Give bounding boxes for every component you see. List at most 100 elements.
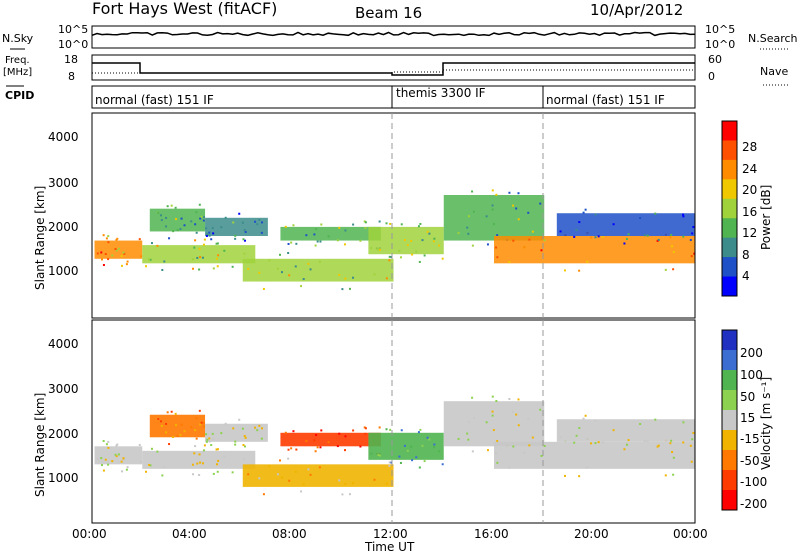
velocity-speckle bbox=[508, 466, 511, 469]
velocity-speckle bbox=[231, 471, 234, 474]
velocity-speckle bbox=[399, 461, 402, 464]
velocity-speckle bbox=[195, 417, 198, 420]
power-speckle bbox=[669, 236, 672, 239]
velocity-speckle bbox=[243, 445, 246, 448]
power-speckle bbox=[428, 232, 431, 235]
velocity-speckle bbox=[175, 424, 178, 427]
velocity-speckle bbox=[168, 443, 171, 446]
power-speckle bbox=[295, 242, 298, 245]
velocity-speckle bbox=[202, 422, 205, 425]
colorbar-segment bbox=[722, 490, 737, 511]
power-speckle bbox=[406, 244, 409, 247]
power-speckle bbox=[224, 216, 227, 219]
power-speckle bbox=[508, 261, 511, 264]
power-echo-cell bbox=[443, 195, 545, 241]
power-speckle bbox=[352, 223, 355, 226]
velocity-speckle bbox=[682, 441, 685, 444]
xtick-0: 00:00 bbox=[72, 527, 107, 541]
velocity-echo-cell bbox=[149, 414, 206, 438]
power-speckle bbox=[690, 255, 693, 258]
power-speckle bbox=[165, 216, 168, 219]
velocity-speckle bbox=[378, 426, 381, 429]
velocity-colorbar bbox=[721, 329, 738, 511]
power-speckle bbox=[646, 234, 649, 237]
power-speckle bbox=[149, 258, 152, 261]
nave-trace bbox=[92, 69, 695, 74]
power-colorbar-label: Power [dB] bbox=[759, 185, 773, 250]
velocity-speckle bbox=[216, 470, 219, 473]
velocity-speckle bbox=[364, 432, 367, 435]
power-speckle bbox=[672, 251, 675, 254]
velocity-speckle bbox=[540, 454, 543, 457]
velocity-speckle bbox=[664, 474, 667, 477]
power-speckle bbox=[531, 230, 534, 233]
velocity-speckle bbox=[220, 432, 223, 435]
power-speckle bbox=[234, 234, 237, 237]
velocity-speckle bbox=[428, 438, 431, 441]
velocity-speckle bbox=[122, 457, 125, 460]
colorbar-segment bbox=[722, 330, 737, 351]
velocity-speckle bbox=[165, 422, 168, 425]
velocity-speckle bbox=[559, 436, 562, 439]
colorbar-segment bbox=[722, 450, 737, 471]
velocity-echo-cell bbox=[556, 419, 695, 442]
velocity-speckle bbox=[172, 435, 175, 438]
cpid-segment-3: normal (fast) 151 IF bbox=[546, 93, 665, 107]
power-speckle bbox=[457, 232, 460, 235]
power-colorbar-ticks: 4 8 12 16 20 24 28 bbox=[742, 140, 757, 283]
power-speckle bbox=[116, 237, 119, 240]
power-speckle bbox=[276, 267, 279, 270]
power-speckle bbox=[373, 273, 376, 276]
power-speckle bbox=[202, 243, 205, 246]
velocity-speckle bbox=[316, 446, 319, 449]
vel-cbar-tick-100: 100 bbox=[740, 368, 763, 382]
power-speckle bbox=[180, 217, 183, 220]
power-cbar-tick-28: 28 bbox=[742, 140, 757, 154]
velocity-speckle bbox=[107, 440, 110, 443]
power-speckle bbox=[467, 215, 470, 218]
velocity-speckle bbox=[96, 458, 99, 461]
power-speckle bbox=[515, 207, 518, 210]
velocity-speckle bbox=[102, 439, 105, 442]
power-speckle bbox=[315, 228, 318, 231]
velocity-speckle bbox=[563, 474, 566, 477]
velocity-speckle bbox=[256, 429, 259, 432]
velocity-speckle bbox=[216, 463, 219, 466]
power-speckle bbox=[471, 190, 474, 193]
power-speckle bbox=[120, 264, 123, 267]
velocity-speckle bbox=[149, 464, 152, 467]
power-speckle bbox=[575, 228, 578, 231]
power-speckle bbox=[344, 277, 347, 280]
velocity-speckle bbox=[578, 426, 581, 429]
power-speckle bbox=[241, 221, 244, 224]
velocity-speckle bbox=[418, 466, 421, 469]
power-speckle bbox=[419, 222, 422, 225]
power-speckle bbox=[211, 227, 214, 230]
velocity-speckle bbox=[338, 432, 341, 435]
colorbar-segment bbox=[722, 470, 737, 491]
vel-cbar-tick-200: 200 bbox=[740, 346, 763, 360]
velocity-speckle bbox=[359, 445, 362, 448]
velocity-speckle bbox=[102, 469, 105, 472]
power-speckle bbox=[528, 238, 531, 241]
power-speckle bbox=[378, 220, 381, 223]
velocity-colorbar-ticks: 200 100 50 15 -15 -50 -100 -200 bbox=[740, 346, 767, 511]
power-speckle bbox=[385, 277, 388, 280]
power-speckle bbox=[539, 202, 542, 205]
velocity-speckle bbox=[657, 444, 660, 447]
power-speckle bbox=[491, 204, 494, 207]
velocity-speckle bbox=[195, 437, 198, 440]
velocity-speckle bbox=[223, 455, 226, 458]
power-speckle bbox=[176, 229, 179, 232]
power-echo-cell bbox=[556, 213, 695, 236]
velocity-speckle bbox=[198, 473, 201, 476]
velocity-speckle bbox=[166, 411, 169, 414]
power-speckle bbox=[206, 232, 209, 235]
velocity-speckle bbox=[388, 461, 391, 464]
velocity-speckle bbox=[276, 473, 279, 476]
velocity-speckle bbox=[138, 443, 141, 446]
velocity-speckle bbox=[471, 396, 474, 399]
power-speckle bbox=[341, 288, 344, 291]
velocity-speckle bbox=[415, 456, 418, 459]
